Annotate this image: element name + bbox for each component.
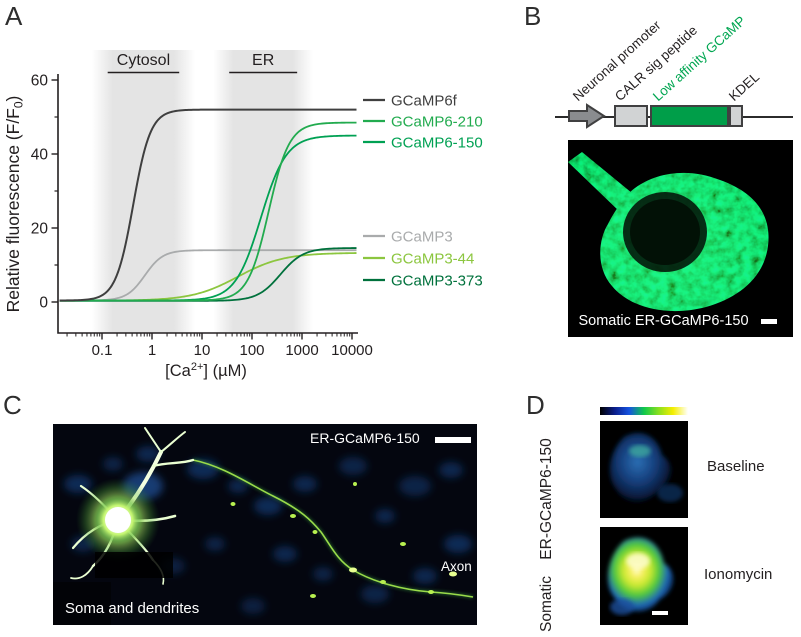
neuron-image xyxy=(53,424,477,625)
legend-item-GCaMP3: GCaMP3 xyxy=(391,229,453,246)
construct-name-label: ER-GCaMP6-150 xyxy=(310,430,420,446)
intensity-colorbar xyxy=(600,407,688,415)
ionomycin-label: Ionomycin xyxy=(704,566,773,583)
panel-d-side-label: Somatic ER-GCaMP6-150 xyxy=(538,438,555,632)
region-band-cytosol xyxy=(91,50,196,333)
legend-item-GCaMP6-150: GCaMP6-150 xyxy=(391,135,483,152)
low-affinity-gcamp-box xyxy=(650,105,729,127)
x-tick-label: 100 xyxy=(239,342,264,359)
region-label-cytosol: Cytosol xyxy=(117,52,170,69)
region-label-er: ER xyxy=(252,52,274,69)
legend-item-GCaMP3-44: GCaMP3-44 xyxy=(391,251,474,268)
panel-c-letter: C xyxy=(3,390,22,420)
x-tick-label: 10000 xyxy=(331,342,373,359)
baseline-label: Baseline xyxy=(707,458,765,475)
x-tick-label: 0.1 xyxy=(92,342,113,359)
kdel-box xyxy=(729,105,743,127)
label-kdel: KDEL xyxy=(725,69,763,104)
panel-d-letter: D xyxy=(526,390,545,420)
baseline-micrograph xyxy=(600,421,688,518)
legend-item-GCaMP6f: GCaMP6f xyxy=(391,93,458,110)
x-tick-label: 1 xyxy=(148,342,156,359)
panel-a-letter: A xyxy=(5,1,23,31)
curve-GCaMP6-210 xyxy=(59,121,357,302)
axes xyxy=(57,74,358,334)
x-tick-label: 10 xyxy=(194,342,211,359)
panel-b-letter: B xyxy=(524,1,542,31)
neuron-micrograph: ER-GCaMP6-150 Axon Soma and dendrites xyxy=(53,424,477,625)
somatic-er-micrograph: Somatic ER-GCaMP6-150 xyxy=(568,140,793,337)
x-axis-title: [Ca2+] (µM) xyxy=(165,361,247,380)
construct-diagram: Neuronal promoter CALR sig peptide Low a… xyxy=(510,0,801,140)
calr-sig-peptide-box xyxy=(614,105,648,127)
y-axis-title: Relative fluorescence (F/F0) xyxy=(3,96,26,313)
x-tick-label: 1000 xyxy=(285,342,318,359)
curve-GCaMP6f xyxy=(59,108,357,302)
curve-GCaMP3 xyxy=(59,249,357,302)
calcium-titration-chart: Cytosol ER 0 20 40 60 0.1 1 10 100 1000 10000 [Ca2+]… xyxy=(3,50,483,380)
promoter-arrow-icon xyxy=(568,103,606,129)
er-cell-image xyxy=(568,140,793,337)
scale-bar xyxy=(652,611,668,615)
y-tick-label: 60 xyxy=(31,73,49,90)
soma-dendrites-label: Soma and dendrites xyxy=(65,600,200,617)
legend-item-GCaMP6-210: GCaMP6-210 xyxy=(391,114,483,131)
scale-bar xyxy=(435,437,471,443)
y-tick-label: 40 xyxy=(31,147,49,164)
legend-item-GCaMP3-373: GCaMP3-373 xyxy=(391,273,483,290)
scale-bar xyxy=(761,319,777,324)
baseline-cell-image xyxy=(600,421,688,518)
micrograph-caption: Somatic ER-GCaMP6-150 xyxy=(578,313,749,329)
axon-label: Axon xyxy=(441,559,472,574)
y-tick-label: 20 xyxy=(31,221,49,238)
ionomycin-micrograph xyxy=(600,527,688,625)
ionomycin-cell-image xyxy=(600,527,688,625)
y-tick-label: 0 xyxy=(39,295,48,312)
